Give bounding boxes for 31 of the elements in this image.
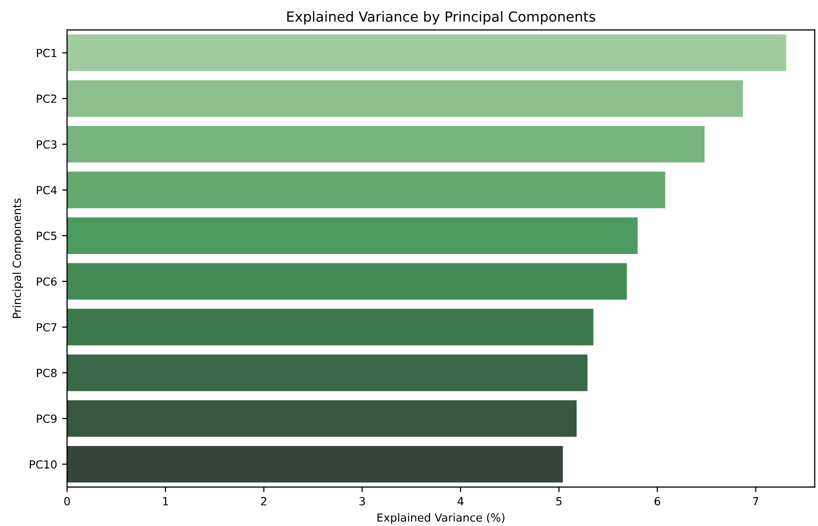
y-tick-label: PC5 — [36, 232, 56, 240]
y-tick-label: PC2 — [36, 94, 56, 103]
y-tick-label: PC4 — [36, 186, 57, 194]
y-tick-label: PC3 — [36, 140, 56, 149]
y-tick-label: PC7 — [36, 323, 56, 332]
bar — [67, 126, 705, 163]
y-tick-label: PC6 — [36, 277, 57, 286]
y-tick-label: PC9 — [36, 414, 57, 423]
x-tick-label: 1 — [163, 497, 168, 506]
bar — [67, 263, 627, 300]
x-tick-label: 0 — [64, 496, 70, 506]
bar — [67, 354, 588, 392]
bar — [67, 308, 594, 346]
bar — [67, 400, 577, 437]
x-tick-label: 3 — [360, 496, 365, 506]
y-tick-label: PC8 — [36, 368, 57, 378]
x-tick-label: 5 — [556, 497, 562, 506]
x-axis-title: Explained Variance (%) — [378, 513, 504, 524]
bar — [67, 80, 743, 117]
bar — [67, 446, 563, 483]
x-tick-label: 6 — [654, 496, 660, 506]
bar — [67, 217, 638, 254]
y-tick-label: PC10 — [30, 460, 57, 469]
y-tick-label: PC1 — [36, 48, 56, 58]
chart-title: Explained Variance by Principal Components — [287, 11, 596, 25]
x-tick-label: 4 — [458, 497, 464, 506]
y-axis-title: Principal Components — [12, 198, 24, 318]
bar — [67, 172, 666, 208]
x-tick-label: 7 — [753, 497, 758, 506]
x-tick-label: 2 — [261, 496, 266, 506]
bar — [67, 34, 786, 72]
